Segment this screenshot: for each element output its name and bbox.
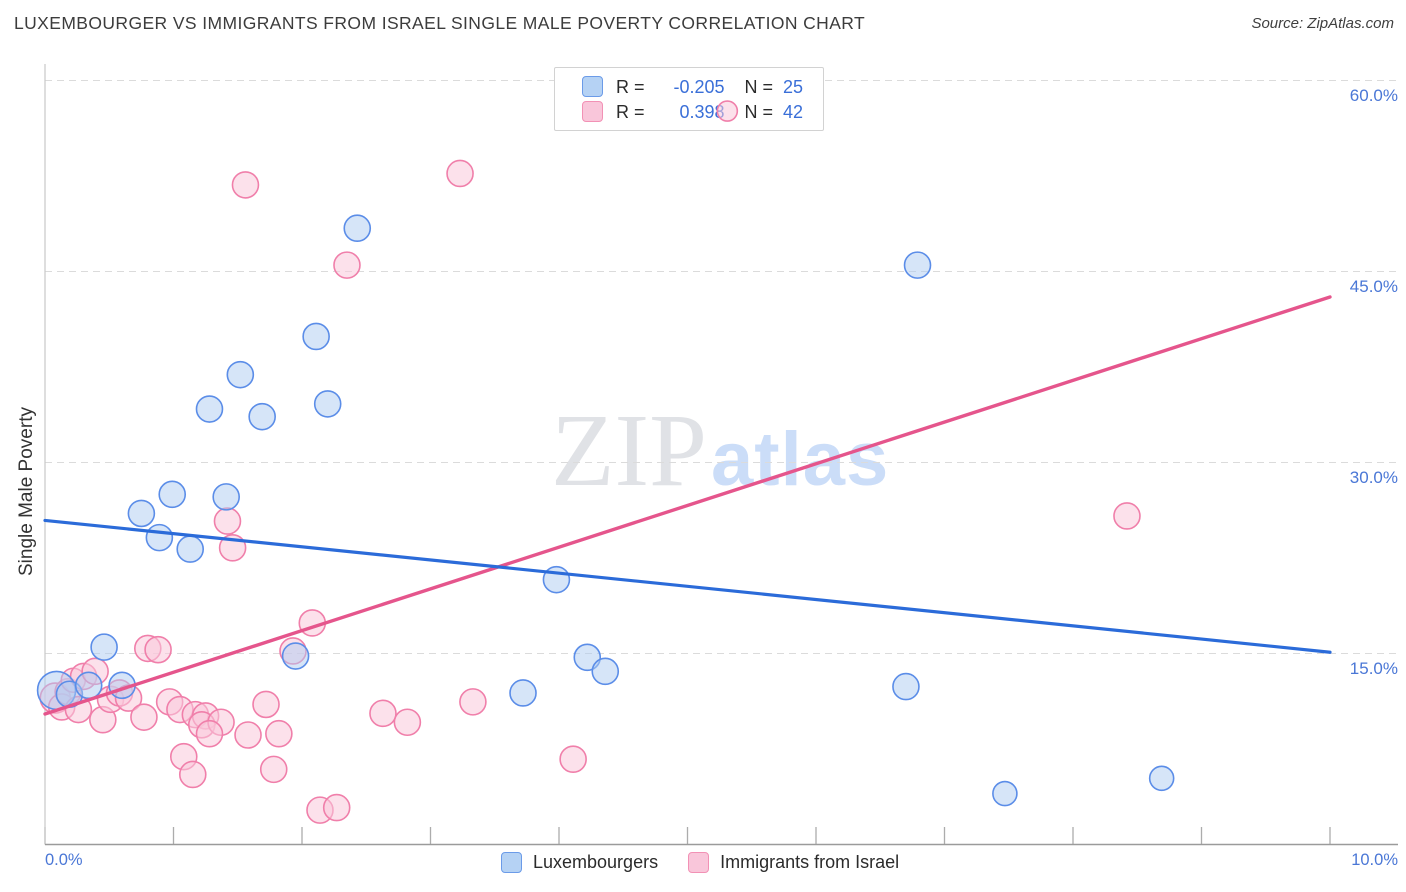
n-value: 25 xyxy=(783,76,804,97)
legend-item-label: Immigrants from Israel xyxy=(720,852,900,872)
y-tick-label-60: 60.0% xyxy=(1349,86,1398,105)
trend-line xyxy=(43,295,1332,716)
y-tick-label-30: 30.0% xyxy=(1349,468,1398,487)
y-tick-label-15: 15.0% xyxy=(1349,659,1398,678)
scatter-point[interactable] xyxy=(252,690,280,719)
luxembourgers-swatch-icon xyxy=(582,76,603,97)
y-tick-label-45: 45.0% xyxy=(1349,277,1398,296)
series-legend: Luxembourgers Immigrants from Israel xyxy=(501,852,899,873)
source-attribution: Source: ZipAtlas.com xyxy=(1251,15,1394,32)
r-label: R = xyxy=(616,76,645,97)
scatter-point[interactable] xyxy=(158,480,187,509)
scatter-point[interactable] xyxy=(195,719,224,748)
scatter-point[interactable] xyxy=(213,507,242,535)
x-tick-label-max: 10.0% xyxy=(1351,851,1398,869)
scatter-point[interactable] xyxy=(509,679,537,707)
scatter-point[interactable] xyxy=(90,633,118,661)
scatter-point[interactable] xyxy=(127,499,156,528)
n-value: 42 xyxy=(783,101,804,122)
scatter-point[interactable] xyxy=(992,780,1018,807)
scatter-point[interactable] xyxy=(446,159,474,188)
scatter-point[interactable] xyxy=(74,671,103,700)
legend-item-label: Luxembourgers xyxy=(533,852,659,872)
scatter-point[interactable] xyxy=(892,672,920,701)
scatter-point[interactable] xyxy=(1113,502,1141,530)
n-label: N = xyxy=(744,76,774,97)
scatter-point[interactable] xyxy=(130,703,158,731)
r-label: R = xyxy=(616,101,645,122)
israel-swatch-icon xyxy=(582,101,603,122)
watermark-zip: ZIP xyxy=(551,393,707,508)
scatter-point[interactable] xyxy=(145,523,174,552)
scatter-point[interactable] xyxy=(248,402,276,431)
legend-row-luxembourgers: R = -0.205 N = 25 xyxy=(555,76,823,98)
luxembourgers-swatch-icon xyxy=(501,852,522,873)
scatter-point[interactable] xyxy=(281,642,310,670)
scatter-point[interactable] xyxy=(234,721,262,749)
scatter-point[interactable] xyxy=(226,360,255,389)
correlation-legend: R = -0.205 N = 25 R = 0.398 N = 42 xyxy=(554,67,824,131)
legend-item-israel[interactable]: Immigrants from Israel xyxy=(688,852,899,873)
legend-row-israel: R = 0.398 N = 42 xyxy=(555,101,823,123)
y-axis-title: Single Male Poverty xyxy=(16,407,37,576)
scatter-point[interactable] xyxy=(176,535,205,563)
scatter-point[interactable] xyxy=(313,390,342,418)
scatter-point[interactable] xyxy=(144,635,172,664)
page-title: LUXEMBOURGER VS IMMIGRANTS FROM ISRAEL S… xyxy=(14,13,866,33)
scatter-point[interactable] xyxy=(591,657,620,686)
scatter-point[interactable] xyxy=(343,214,372,243)
scatter-point[interactable] xyxy=(265,719,293,748)
israel-swatch-icon xyxy=(688,852,710,873)
x-tick-label-min: 0.0% xyxy=(45,851,83,869)
scatter-point[interactable] xyxy=(178,760,207,789)
scatter-point[interactable] xyxy=(231,171,260,199)
scatter-point[interactable] xyxy=(1148,765,1175,792)
scatter-point[interactable] xyxy=(903,251,932,279)
scatter-point[interactable] xyxy=(333,251,361,279)
r-value: 0.398 xyxy=(679,101,725,122)
scatter-point[interactable] xyxy=(322,793,351,822)
n-label: N = xyxy=(744,101,774,122)
watermark-atlas: atlas xyxy=(711,417,890,502)
watermark: ZIP atlas xyxy=(551,399,889,503)
scatter-point[interactable] xyxy=(195,395,224,423)
scatter-point[interactable] xyxy=(369,699,397,728)
scatter-point[interactable] xyxy=(393,708,422,737)
legend-item-luxembourgers[interactable]: Luxembourgers xyxy=(501,852,658,873)
scatter-point[interactable] xyxy=(459,688,487,716)
scatter-point[interactable] xyxy=(212,483,240,511)
trend-line xyxy=(43,518,1332,654)
scatter-point[interactable] xyxy=(302,322,330,351)
scatter-point[interactable] xyxy=(559,745,587,773)
r-value: -0.205 xyxy=(673,76,725,97)
scatter-point[interactable] xyxy=(259,755,288,784)
